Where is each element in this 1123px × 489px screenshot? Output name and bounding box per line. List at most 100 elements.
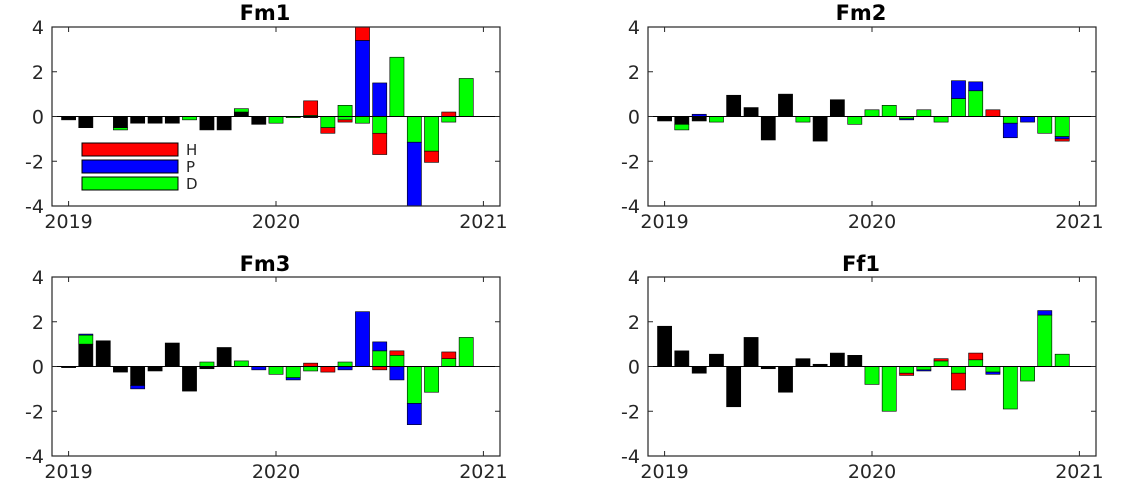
bar-segment-h	[372, 132, 388, 155]
bar-segment-d	[916, 109, 932, 117]
bar-segment-d	[233, 108, 249, 113]
bar-segment-d	[441, 116, 457, 123]
bar-segment-d	[968, 359, 984, 367]
y-tick-label: -2	[621, 151, 640, 173]
bar-segment-k	[657, 325, 672, 367]
bar-segment-k	[795, 358, 811, 367]
x-tick-label: 2021	[1055, 211, 1103, 233]
bar-segment-d	[968, 90, 984, 117]
bar-segment-d	[458, 78, 474, 117]
bar-segment-k	[130, 116, 146, 124]
bar-segment-h	[1054, 138, 1070, 142]
bar-segment-d	[113, 127, 128, 131]
bar-segment-d	[372, 116, 388, 134]
bar-segment-d	[847, 116, 863, 125]
y-tick-label: 0	[628, 357, 640, 379]
bar-segment-k	[164, 342, 180, 367]
bar-segment-d	[709, 116, 724, 123]
bar-segment-d	[441, 358, 457, 367]
bar-segment-h	[441, 111, 457, 117]
bar-segment-h	[320, 127, 336, 134]
bar-segment-d	[1054, 353, 1070, 367]
bar-segment-p	[1002, 122, 1018, 139]
bar-segment-d	[199, 361, 215, 367]
bar-segment-d	[389, 56, 405, 117]
bar-segment-d	[1020, 366, 1035, 382]
bar-segment-h	[320, 366, 336, 373]
bar-segment-d	[674, 124, 690, 131]
bar-segment-h	[985, 109, 1001, 117]
y-tick-label: -2	[25, 151, 44, 173]
bar-segment-k	[778, 366, 793, 393]
bar-segment-d	[1037, 116, 1053, 134]
bar-segment-p	[389, 366, 405, 381]
bar-segment-h	[933, 358, 949, 362]
bar-segment-p	[406, 141, 422, 207]
bar-segment-d	[933, 116, 949, 123]
bar-segment-k	[674, 116, 690, 125]
bar-segment-p	[1054, 136, 1070, 140]
bar-segment-d	[372, 350, 388, 367]
bar-segment-d	[78, 334, 94, 345]
y-tick-label: 4	[32, 17, 44, 39]
bar-segment-d	[406, 116, 422, 143]
bar-segment-h	[424, 150, 439, 163]
x-tick-label: 2021	[459, 211, 507, 233]
bar-segment-d	[337, 116, 353, 121]
bar-segment-h	[951, 372, 966, 391]
y-tick-label: 4	[628, 267, 640, 289]
bar-segment-d	[951, 98, 966, 117]
bar-segment-h	[899, 372, 915, 376]
x-tick-label: 2019	[44, 461, 92, 483]
y-tick-label: 2	[628, 312, 640, 334]
legend-swatch-p	[81, 159, 179, 174]
x-tick-label: 2020	[848, 461, 896, 483]
bar-segment-p	[355, 40, 370, 117]
x-tick-label: 2020	[252, 461, 300, 483]
bar-segment-k	[743, 107, 759, 117]
bar-segment-k	[113, 366, 128, 373]
bar-segment-k	[829, 99, 845, 117]
y-tick-label: 4	[32, 267, 44, 289]
bar-segment-h	[441, 351, 457, 359]
bar-segment-d	[406, 366, 422, 404]
bar-segment-d	[182, 116, 197, 121]
bar-segment-d	[268, 366, 284, 375]
legend-swatch-h	[81, 142, 179, 157]
y-tick-label: 0	[628, 107, 640, 129]
x-tick-label: 2021	[459, 461, 507, 483]
bar-segment-p	[251, 366, 267, 371]
bar-segment-p	[285, 377, 301, 381]
bar-segment-k	[691, 116, 707, 122]
y-tick-label: 4	[628, 17, 640, 39]
bar-segment-d	[1054, 116, 1070, 137]
bar-segment-d	[1037, 314, 1053, 367]
y-tick-label: -4	[621, 196, 640, 218]
bar-segment-h	[968, 352, 984, 361]
bar-segment-k	[829, 352, 845, 367]
bar-segment-d	[233, 360, 249, 367]
bar-segment-k	[216, 116, 232, 131]
bar-segment-k	[95, 340, 111, 367]
bar-segment-d	[985, 366, 1001, 373]
x-tick-label: 2019	[640, 211, 688, 233]
bar-segment-k	[61, 116, 76, 121]
bar-segment-k	[674, 350, 690, 367]
bar-segment-k	[743, 337, 759, 367]
y-tick-label: -4	[621, 446, 640, 468]
bar-segment-h	[372, 366, 388, 371]
bar-segment-d	[1002, 116, 1018, 124]
bar-segment-p	[985, 371, 1001, 375]
bar-segment-p	[916, 369, 932, 372]
bar-segment-k	[164, 116, 180, 124]
bar-segment-k	[726, 94, 742, 117]
bar-segment-d	[864, 366, 880, 385]
bar-segment-d	[320, 116, 336, 128]
bar-segment-d	[285, 366, 301, 378]
y-tick-label: 2	[32, 312, 44, 334]
legend-label-d: D	[186, 175, 198, 193]
bar-segment-k	[182, 366, 197, 392]
bar-segment-p	[1037, 310, 1053, 316]
bar-segment-h	[303, 362, 319, 367]
